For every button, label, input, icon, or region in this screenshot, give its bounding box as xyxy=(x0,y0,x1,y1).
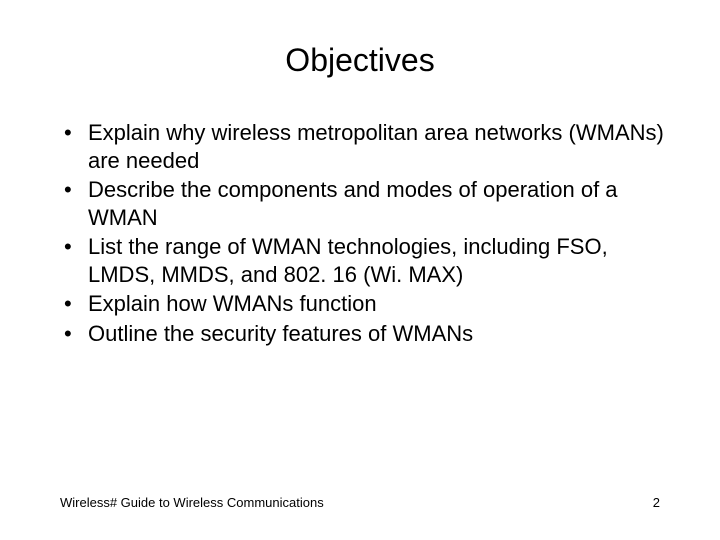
slide-footer: Wireless# Guide to Wireless Communicatio… xyxy=(0,495,720,510)
list-item: Explain why wireless metropolitan area n… xyxy=(60,119,670,174)
list-item: List the range of WMAN technologies, inc… xyxy=(60,233,670,288)
list-item: Describe the components and modes of ope… xyxy=(60,176,670,231)
list-item: Outline the security features of WMANs xyxy=(60,320,670,348)
footer-source: Wireless# Guide to Wireless Communicatio… xyxy=(60,495,324,510)
list-item: Explain how WMANs function xyxy=(60,290,670,318)
objectives-list: Explain why wireless metropolitan area n… xyxy=(0,119,720,347)
slide-title: Objectives xyxy=(0,0,720,119)
page-number: 2 xyxy=(653,495,660,510)
